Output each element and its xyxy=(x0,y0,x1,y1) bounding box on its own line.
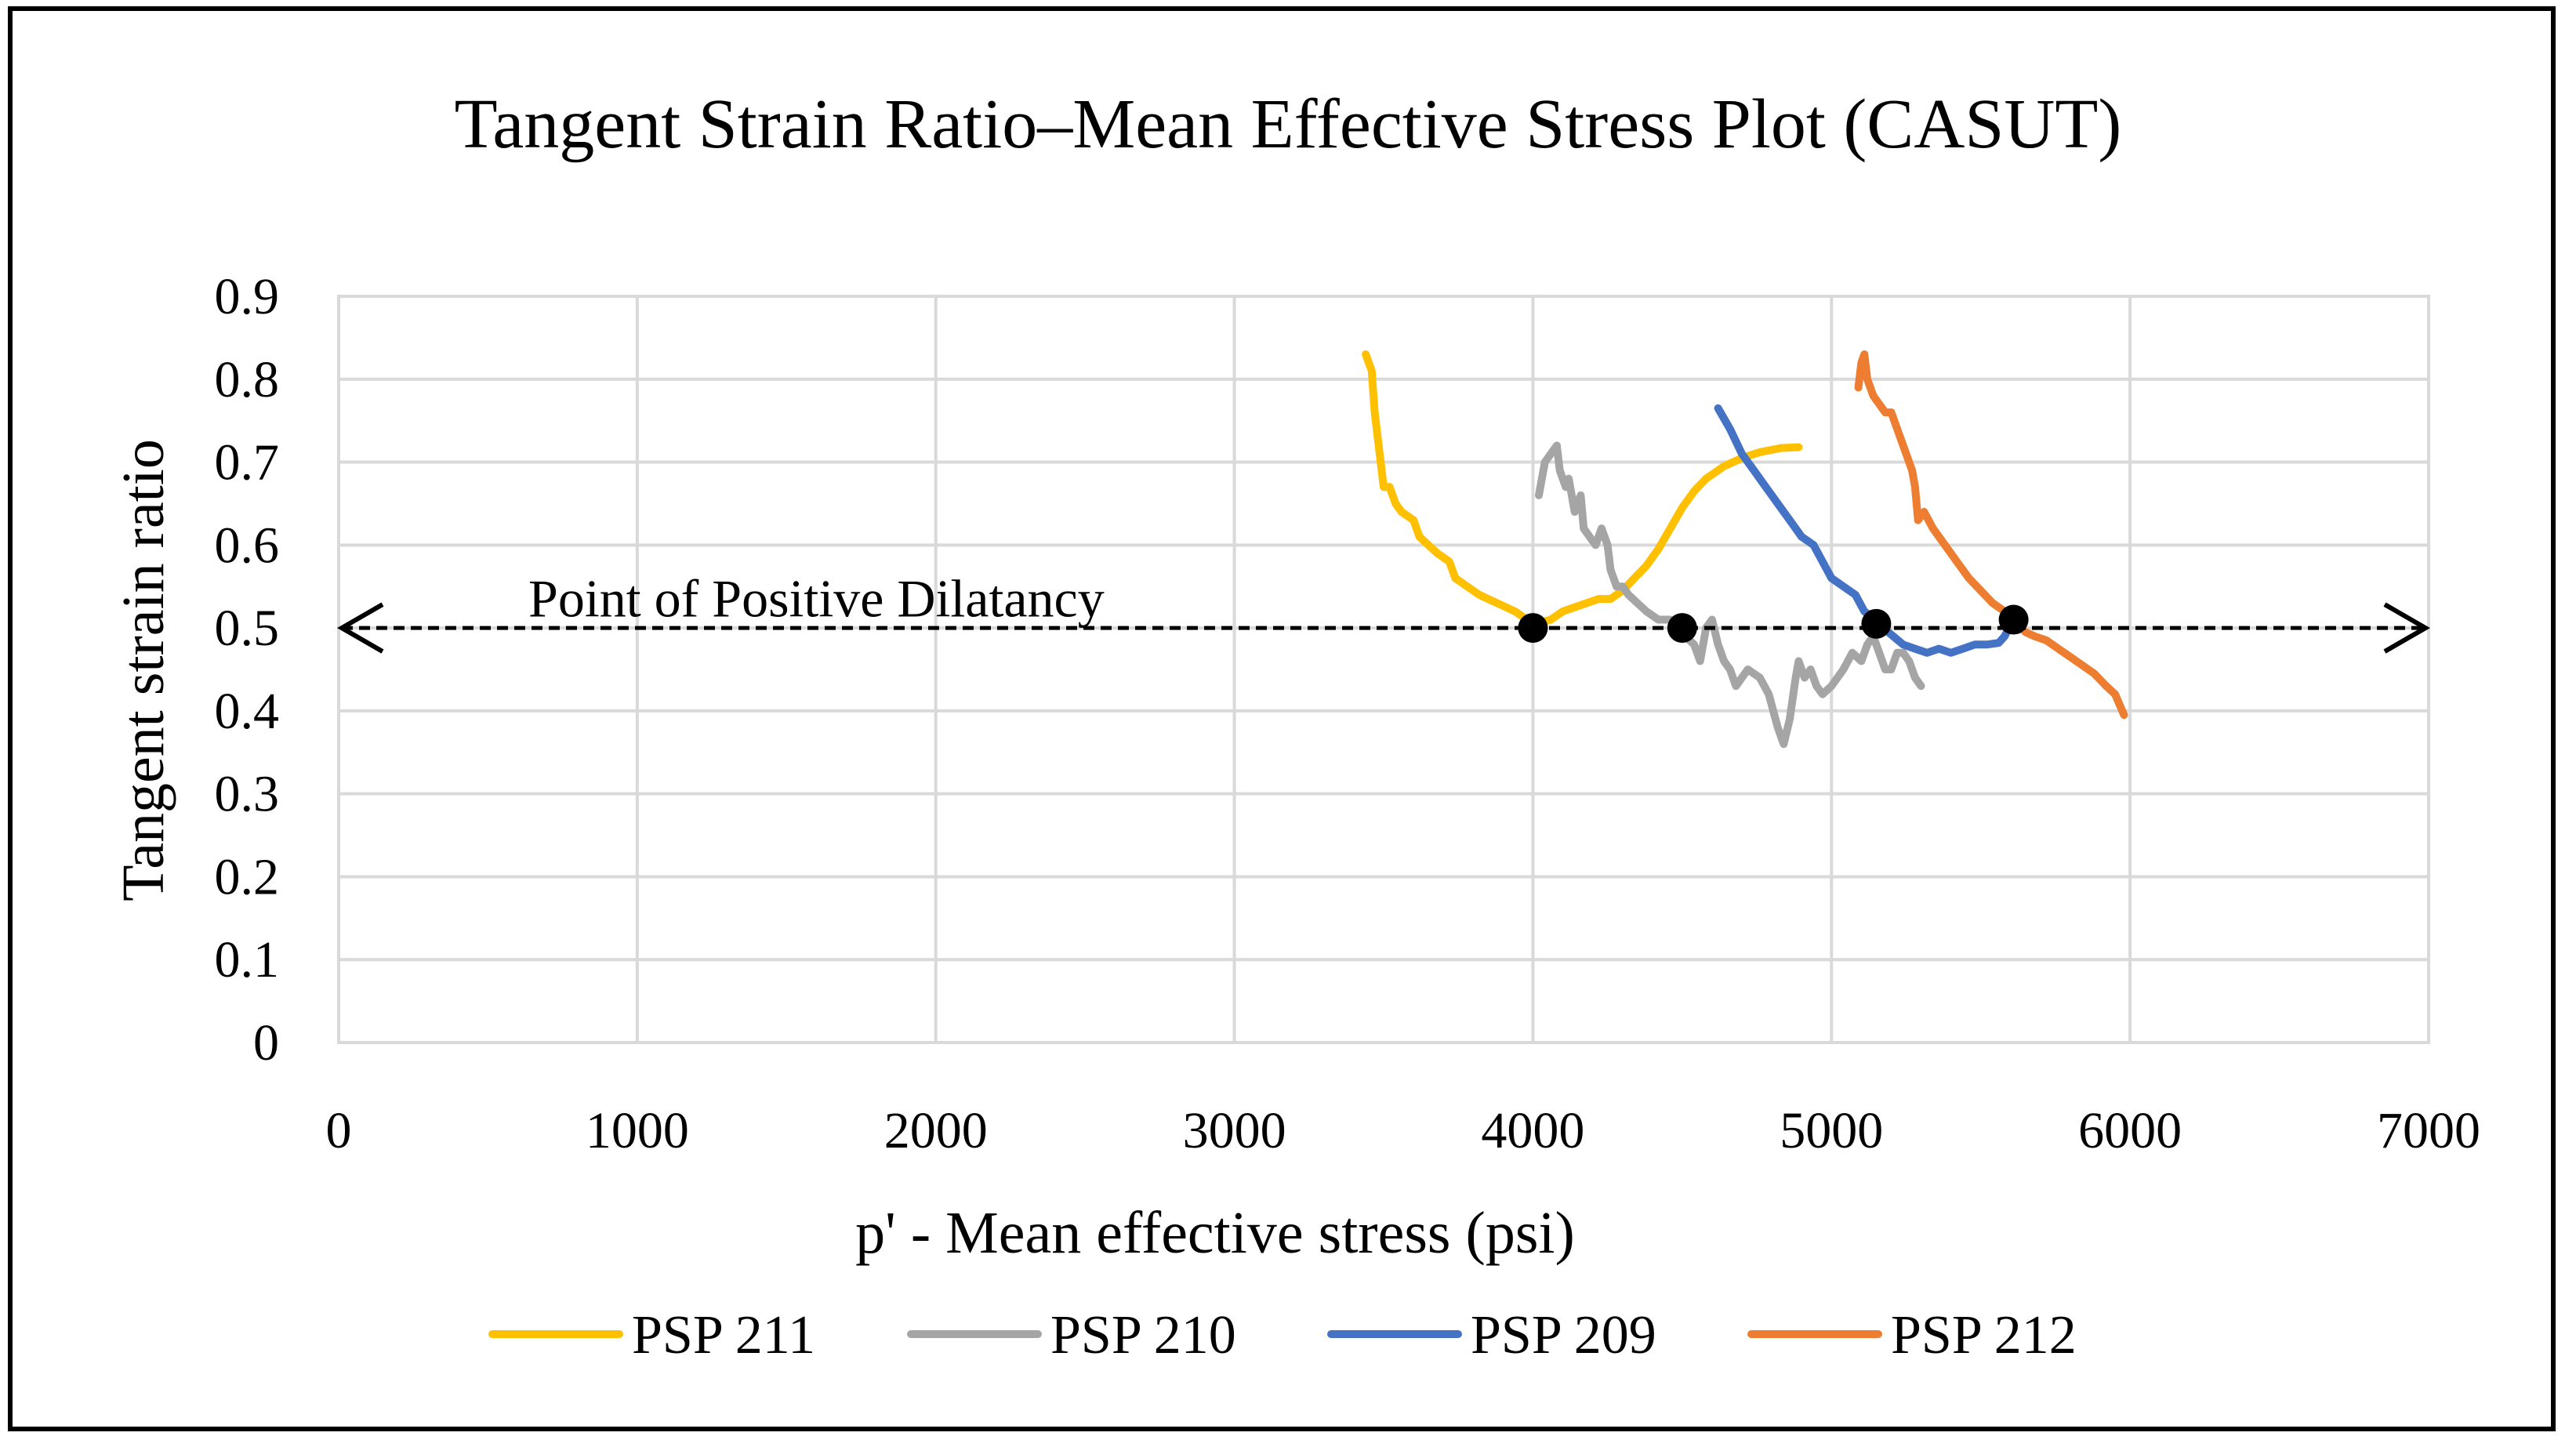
dilatancy-markers xyxy=(1518,604,2029,644)
legend-label-psp-211: PSP 211 xyxy=(632,1305,815,1365)
x-tick-label: 3000 xyxy=(1183,1102,1286,1159)
y-tick-label: 0.1 xyxy=(215,931,280,988)
y-tick-label: 0.2 xyxy=(215,848,280,905)
x-tick-label: 1000 xyxy=(586,1102,689,1159)
chart-title: Tangent Strain Ratio–Mean Effective Stre… xyxy=(455,85,2122,163)
legend-label-psp-210: PSP 210 xyxy=(1050,1305,1236,1365)
dilatancy-point xyxy=(1667,613,1697,644)
y-tick-label: 0.9 xyxy=(215,268,280,325)
y-tick-label: 0.5 xyxy=(215,600,280,657)
y-axis-ticks: 0 0.1 0.2 0.3 0.4 0.5 0.6 0.7 0.8 0.9 xyxy=(215,268,280,1072)
legend-label-psp-212: PSP 212 xyxy=(1891,1305,2077,1365)
series-lines xyxy=(1362,350,2128,749)
x-tick-label: 7000 xyxy=(2377,1102,2480,1159)
arrowhead-left xyxy=(336,602,384,654)
plot-area xyxy=(337,295,2430,1044)
dilatancy-point xyxy=(1861,608,1892,639)
x-tick-label: 5000 xyxy=(1780,1102,1883,1159)
legend-label-psp-209: PSP 209 xyxy=(1471,1305,1656,1365)
y-tick-label: 0.7 xyxy=(215,434,280,491)
reference-line xyxy=(336,602,2431,654)
annotation-label: Point of Positive Dilatancy xyxy=(528,569,1105,629)
x-tick-label: 0 xyxy=(326,1102,352,1159)
x-tick-label: 2000 xyxy=(884,1102,988,1159)
y-tick-label: 0.8 xyxy=(215,351,280,408)
x-axis-title: p' - Mean effective stress (psi) xyxy=(855,1200,1575,1266)
x-axis-ticks: 0 1000 2000 3000 4000 5000 6000 7000 xyxy=(326,1102,2481,1159)
legend: PSP 211 PSP 210 PSP 209 PSP 212 xyxy=(488,1305,2077,1365)
series-line-psp-209 xyxy=(1714,404,2015,657)
y-tick-label: 0 xyxy=(253,1014,279,1072)
y-tick-label: 0.6 xyxy=(215,517,280,574)
series-line-psp-211 xyxy=(1362,350,1803,628)
dilatancy-point xyxy=(1518,613,1548,644)
series-line-psp-212 xyxy=(1854,350,2128,720)
dilatancy-point xyxy=(1998,604,2029,635)
x-tick-label: 6000 xyxy=(2078,1102,2182,1159)
y-axis-title: Tangent strain ratio xyxy=(111,439,176,901)
arrowhead-right xyxy=(2383,602,2431,654)
grid xyxy=(337,295,2430,1044)
y-tick-label: 0.4 xyxy=(215,683,280,740)
series-line-psp-210 xyxy=(1535,441,1925,749)
y-tick-label: 0.3 xyxy=(215,766,280,823)
x-tick-label: 4000 xyxy=(1481,1102,1584,1159)
annotations: Point of Positive Dilatancy xyxy=(528,569,1105,629)
